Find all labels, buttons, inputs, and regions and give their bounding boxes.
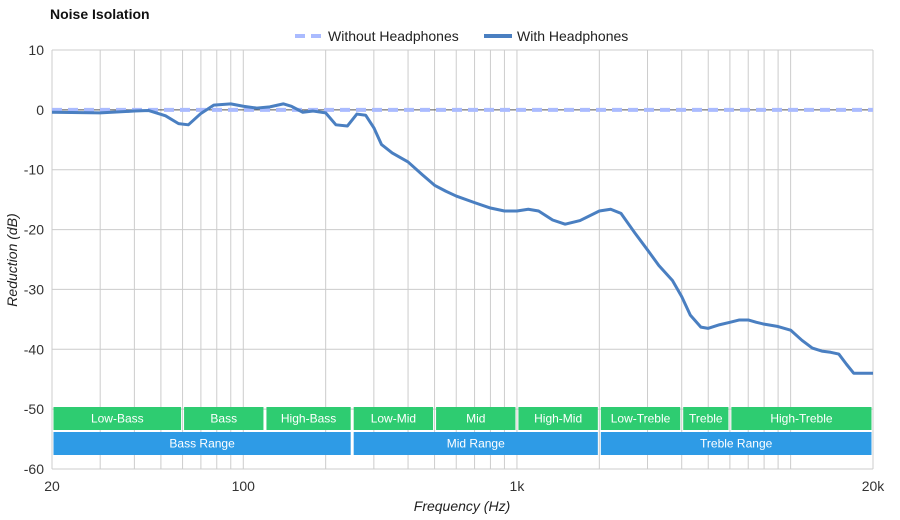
frequency-band [53,407,182,430]
frequency-range [53,432,351,455]
frequency-range [600,432,872,455]
y-tick-label: -20 [24,222,44,238]
legend: Without Headphones With Headphones [295,28,628,44]
frequency-band [266,407,351,430]
y-tick-label: -40 [24,341,44,357]
range-band-layer: Low-Bass Bass High-Bass Low-Mid Mid High-Mid L… [53,407,872,455]
x-tick-label: 100 [232,478,256,494]
frequency-band [353,407,434,430]
frequency-band [600,407,681,430]
x-tick-label: 1k [510,478,526,494]
x-tick-label: 20 [44,478,60,494]
y-tick-label: -50 [24,401,44,417]
frequency-band-label: Low-Treble [611,412,671,426]
y-tick-label: -10 [24,162,44,178]
y-tick-label: -30 [24,281,44,297]
frequency-band-label: Low-Bass [91,412,144,426]
frequency-range-label: Treble Range [700,437,773,451]
y-tick-label: -60 [24,461,44,477]
frequency-band [436,407,516,430]
y-tick-label: 10 [28,42,44,58]
frequency-band-label: Bass [210,412,237,426]
frequency-band-label: Low-Mid [371,412,416,426]
frequency-range-label: Mid Range [447,437,505,451]
chart-title: Noise Isolation [50,6,150,22]
y-tick-label: 0 [36,102,44,118]
frequency-band-label: High-Mid [534,412,582,426]
frequency-band [683,407,729,430]
frequency-band [518,407,598,430]
series-layer [51,102,873,375]
x-axis-title: Frequency (Hz) [414,498,510,514]
y-axis-title: Reduction (dB) [4,213,20,306]
frequency-range-label: Bass Range [169,437,235,451]
frequency-band [184,407,264,430]
legend-label: Without Headphones [328,28,459,44]
x-tick-label: 20k [862,478,886,494]
grid-layer [51,49,874,470]
frequency-range [353,432,598,455]
frequency-band-label: Mid [466,412,485,426]
frequency-band-label: Treble [689,412,723,426]
frequency-band-label: High-Treble [770,412,833,426]
legend-label: With Headphones [517,28,628,44]
series-with-headphones-line [51,102,873,375]
frequency-band-label: High-Bass [281,412,336,426]
frequency-band [731,407,872,430]
